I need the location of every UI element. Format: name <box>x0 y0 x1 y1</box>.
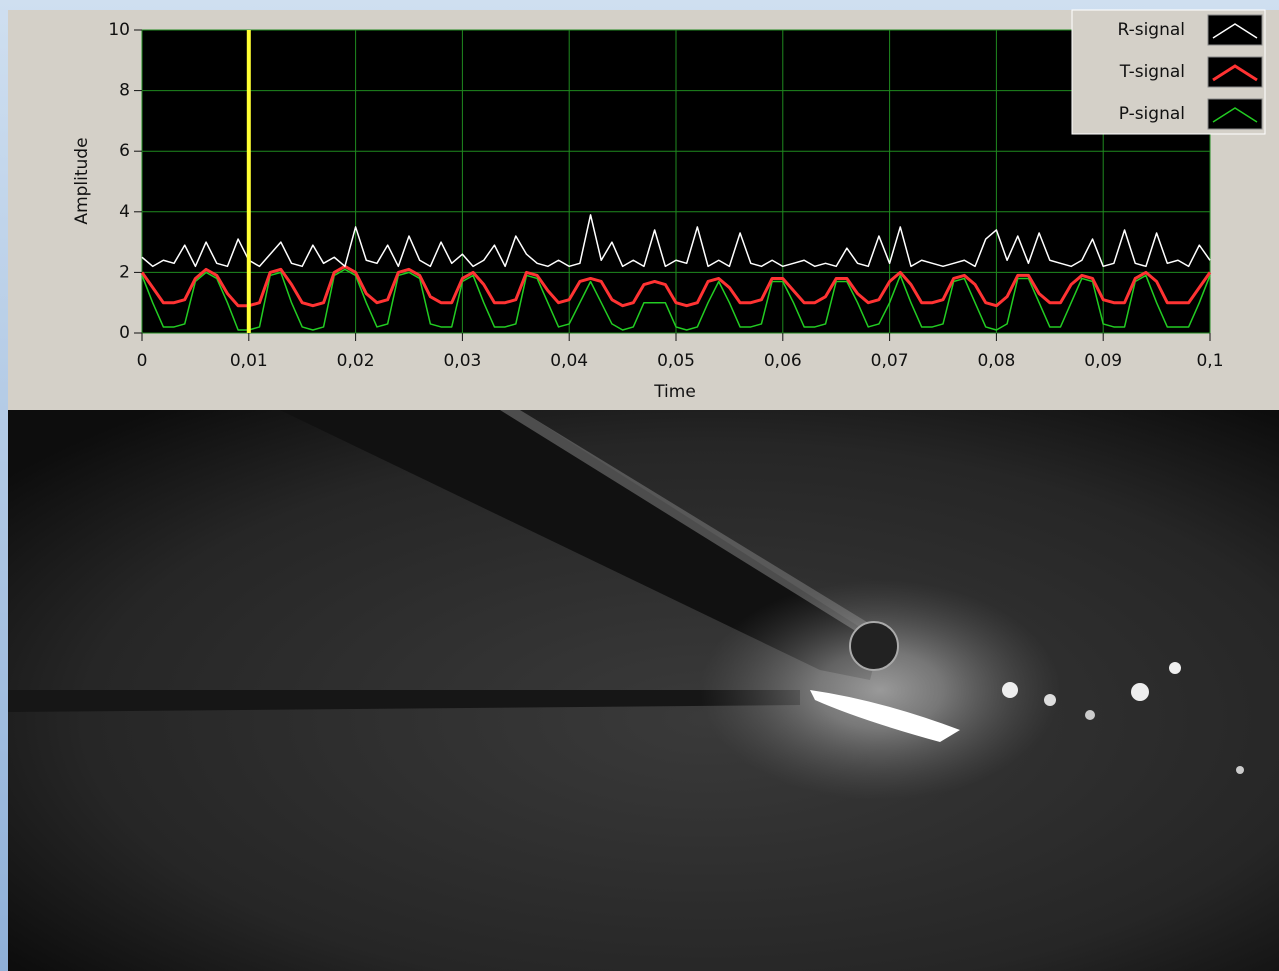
legend-line <box>1212 23 1258 39</box>
legend-swatch <box>1207 98 1263 130</box>
plot <box>140 29 1212 334</box>
x-tick-label: 0,09 <box>1084 351 1122 371</box>
x-tick-label: 0,04 <box>550 351 588 371</box>
x-tick-label: 0,02 <box>337 351 375 371</box>
x-tick-label: 0,05 <box>657 351 695 371</box>
y-tick-label: 6 <box>119 141 130 161</box>
legend-line <box>1212 107 1258 123</box>
x-tick-label: 0,03 <box>443 351 481 371</box>
series-line <box>141 214 1211 268</box>
legend-label: R-signal <box>1117 20 1185 40</box>
x-tick-label: 0,01 <box>230 351 268 371</box>
legend-swatch <box>1207 56 1263 88</box>
y-axis-label: Amplitude <box>72 137 92 224</box>
y-tick-label: 4 <box>119 202 130 222</box>
y-tick-label: 10 <box>108 20 130 40</box>
x-axis-label: Time <box>653 382 696 402</box>
video-frame <box>8 410 1279 971</box>
y-tick-label: 8 <box>119 81 130 101</box>
y-tick-label: 2 <box>119 262 130 282</box>
series-line <box>140 264 1212 308</box>
y-tick-label: 0 <box>119 323 130 343</box>
x-tick-label: 0,08 <box>977 351 1015 371</box>
x-tick-label: 0,1 <box>1196 351 1223 371</box>
x-tick-label: 0,06 <box>764 351 802 371</box>
series-line <box>141 268 1211 331</box>
legend-label: P-signal <box>1119 104 1185 124</box>
legend-line <box>1212 64 1258 82</box>
legend-swatch <box>1207 14 1263 46</box>
legend-label: T-signal <box>1119 62 1185 82</box>
x-tick-label: 0 <box>137 351 148 371</box>
x-tick-label: 0,07 <box>871 351 909 371</box>
